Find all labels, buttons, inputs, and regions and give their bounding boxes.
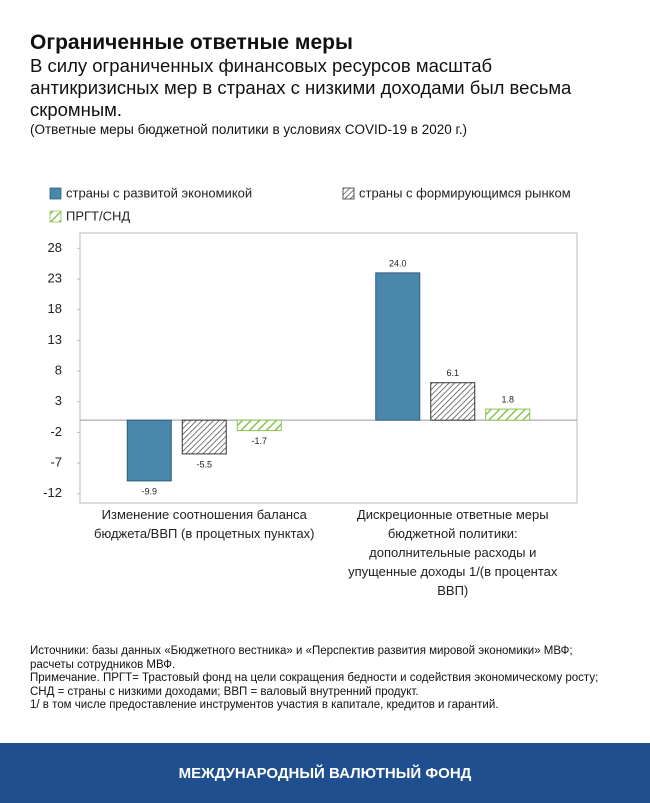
value-label: -5.5 [196,459,212,469]
footer: МЕЖДУНАРОДНЫЙ ВАЛЮТНЫЙ ФОНД [0,743,650,803]
legend-label: страны с формирующимся рынком [359,185,571,200]
bar [485,408,531,421]
y-tick-label: -12 [43,485,62,500]
sources: Источники: базы данных «Бюджетного вестн… [30,645,615,713]
y-tick-label: 13 [48,332,62,347]
legend-label: страны с развитой экономикой [66,185,252,200]
legend-swatch [49,210,62,223]
value-label: -9.9 [141,486,157,496]
bar [430,382,476,421]
y-tick-label: 8 [55,363,62,378]
plot-frame [79,232,578,504]
bar [236,419,282,432]
y-tick-label: -2 [50,424,62,439]
value-label: -1.7 [251,436,267,446]
bar [126,419,172,482]
chart: страны с развитой экономикой страны с фор… [43,185,578,504]
y-tick-label: 18 [48,301,62,316]
legend-swatch [49,187,62,200]
bar [375,272,421,421]
y-tick-label: 28 [48,240,62,255]
x-tick-label: Дискреционные ответные меры бюджетной по… [348,507,558,598]
title: Ограниченные ответные меры [30,31,353,54]
value-label: 6.1 [446,368,459,378]
legend-label: ПРГТ/СНД [66,208,130,223]
source-line: Примечание. ПРГТ= Трастовый фонд на цели… [30,672,599,698]
y-tick-label: 23 [48,270,62,285]
value-label: 24.0 [389,258,407,268]
x-tick-label: Изменение соотношения баланса бюджета/ВВ… [94,507,315,541]
value-label: 1.8 [501,394,514,404]
y-tick-label: 3 [55,393,62,408]
y-tick-label: -7 [50,455,62,470]
note: (Ответные меры бюджетной политики в усло… [30,122,468,137]
source-line: Источники: базы данных «Бюджетного вестн… [30,645,573,671]
bar [181,419,227,455]
source-line: 1/ в том числе предоставление инструмент… [30,699,499,711]
subtitle: В силу ограниченных финансовых ресурсов … [30,55,572,120]
legend-swatch [342,187,355,200]
